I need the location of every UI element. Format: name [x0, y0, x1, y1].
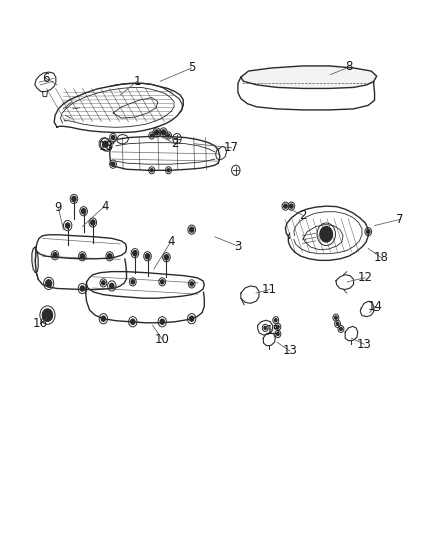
Text: 3: 3 [234, 239, 242, 253]
Circle shape [277, 333, 279, 336]
Circle shape [91, 220, 95, 225]
Circle shape [131, 280, 134, 284]
Circle shape [275, 319, 277, 322]
Circle shape [190, 316, 194, 321]
Circle shape [277, 325, 279, 328]
Circle shape [53, 253, 57, 258]
Circle shape [111, 135, 115, 140]
Circle shape [145, 254, 150, 259]
Circle shape [320, 227, 332, 242]
Circle shape [131, 319, 135, 324]
Circle shape [102, 281, 105, 285]
Circle shape [66, 223, 70, 228]
Text: 18: 18 [99, 140, 114, 153]
Circle shape [101, 316, 106, 321]
Circle shape [103, 141, 108, 147]
Circle shape [284, 204, 287, 208]
Circle shape [336, 322, 339, 325]
Circle shape [167, 169, 170, 172]
Circle shape [80, 286, 85, 291]
Circle shape [46, 280, 52, 287]
Text: 8: 8 [346, 60, 353, 74]
Text: 5: 5 [188, 61, 195, 75]
Circle shape [290, 204, 293, 208]
Text: 1: 1 [133, 75, 141, 88]
Text: 11: 11 [262, 283, 277, 296]
Circle shape [110, 284, 114, 288]
Text: 2: 2 [299, 209, 307, 222]
Text: 15: 15 [265, 324, 280, 337]
Circle shape [80, 254, 85, 259]
Circle shape [335, 316, 337, 319]
Circle shape [72, 196, 76, 201]
Circle shape [151, 169, 153, 172]
Circle shape [151, 134, 153, 137]
Circle shape [164, 255, 169, 260]
Text: 13: 13 [282, 344, 297, 358]
Text: 13: 13 [357, 338, 371, 351]
Circle shape [167, 134, 170, 137]
Text: 9: 9 [55, 201, 62, 214]
Polygon shape [32, 247, 38, 273]
Circle shape [340, 327, 342, 330]
Text: 4: 4 [101, 200, 108, 213]
Circle shape [42, 309, 53, 321]
Text: 2: 2 [171, 137, 179, 150]
Text: 10: 10 [155, 333, 170, 346]
Circle shape [264, 326, 266, 329]
Text: 12: 12 [358, 271, 373, 284]
Circle shape [155, 130, 159, 135]
Circle shape [160, 319, 164, 324]
Circle shape [108, 254, 112, 259]
Text: 7: 7 [396, 213, 403, 226]
Circle shape [161, 130, 166, 135]
Circle shape [81, 209, 86, 214]
Text: 17: 17 [224, 141, 239, 154]
Circle shape [133, 251, 137, 256]
Text: 18: 18 [374, 251, 389, 264]
Circle shape [190, 282, 193, 286]
Text: 4: 4 [167, 236, 174, 248]
Text: 6: 6 [42, 72, 49, 85]
Text: 16: 16 [33, 317, 48, 330]
Circle shape [190, 227, 194, 232]
Text: 14: 14 [368, 300, 383, 313]
Circle shape [367, 230, 370, 234]
Circle shape [161, 280, 164, 284]
Polygon shape [241, 66, 377, 88]
Circle shape [111, 162, 115, 166]
